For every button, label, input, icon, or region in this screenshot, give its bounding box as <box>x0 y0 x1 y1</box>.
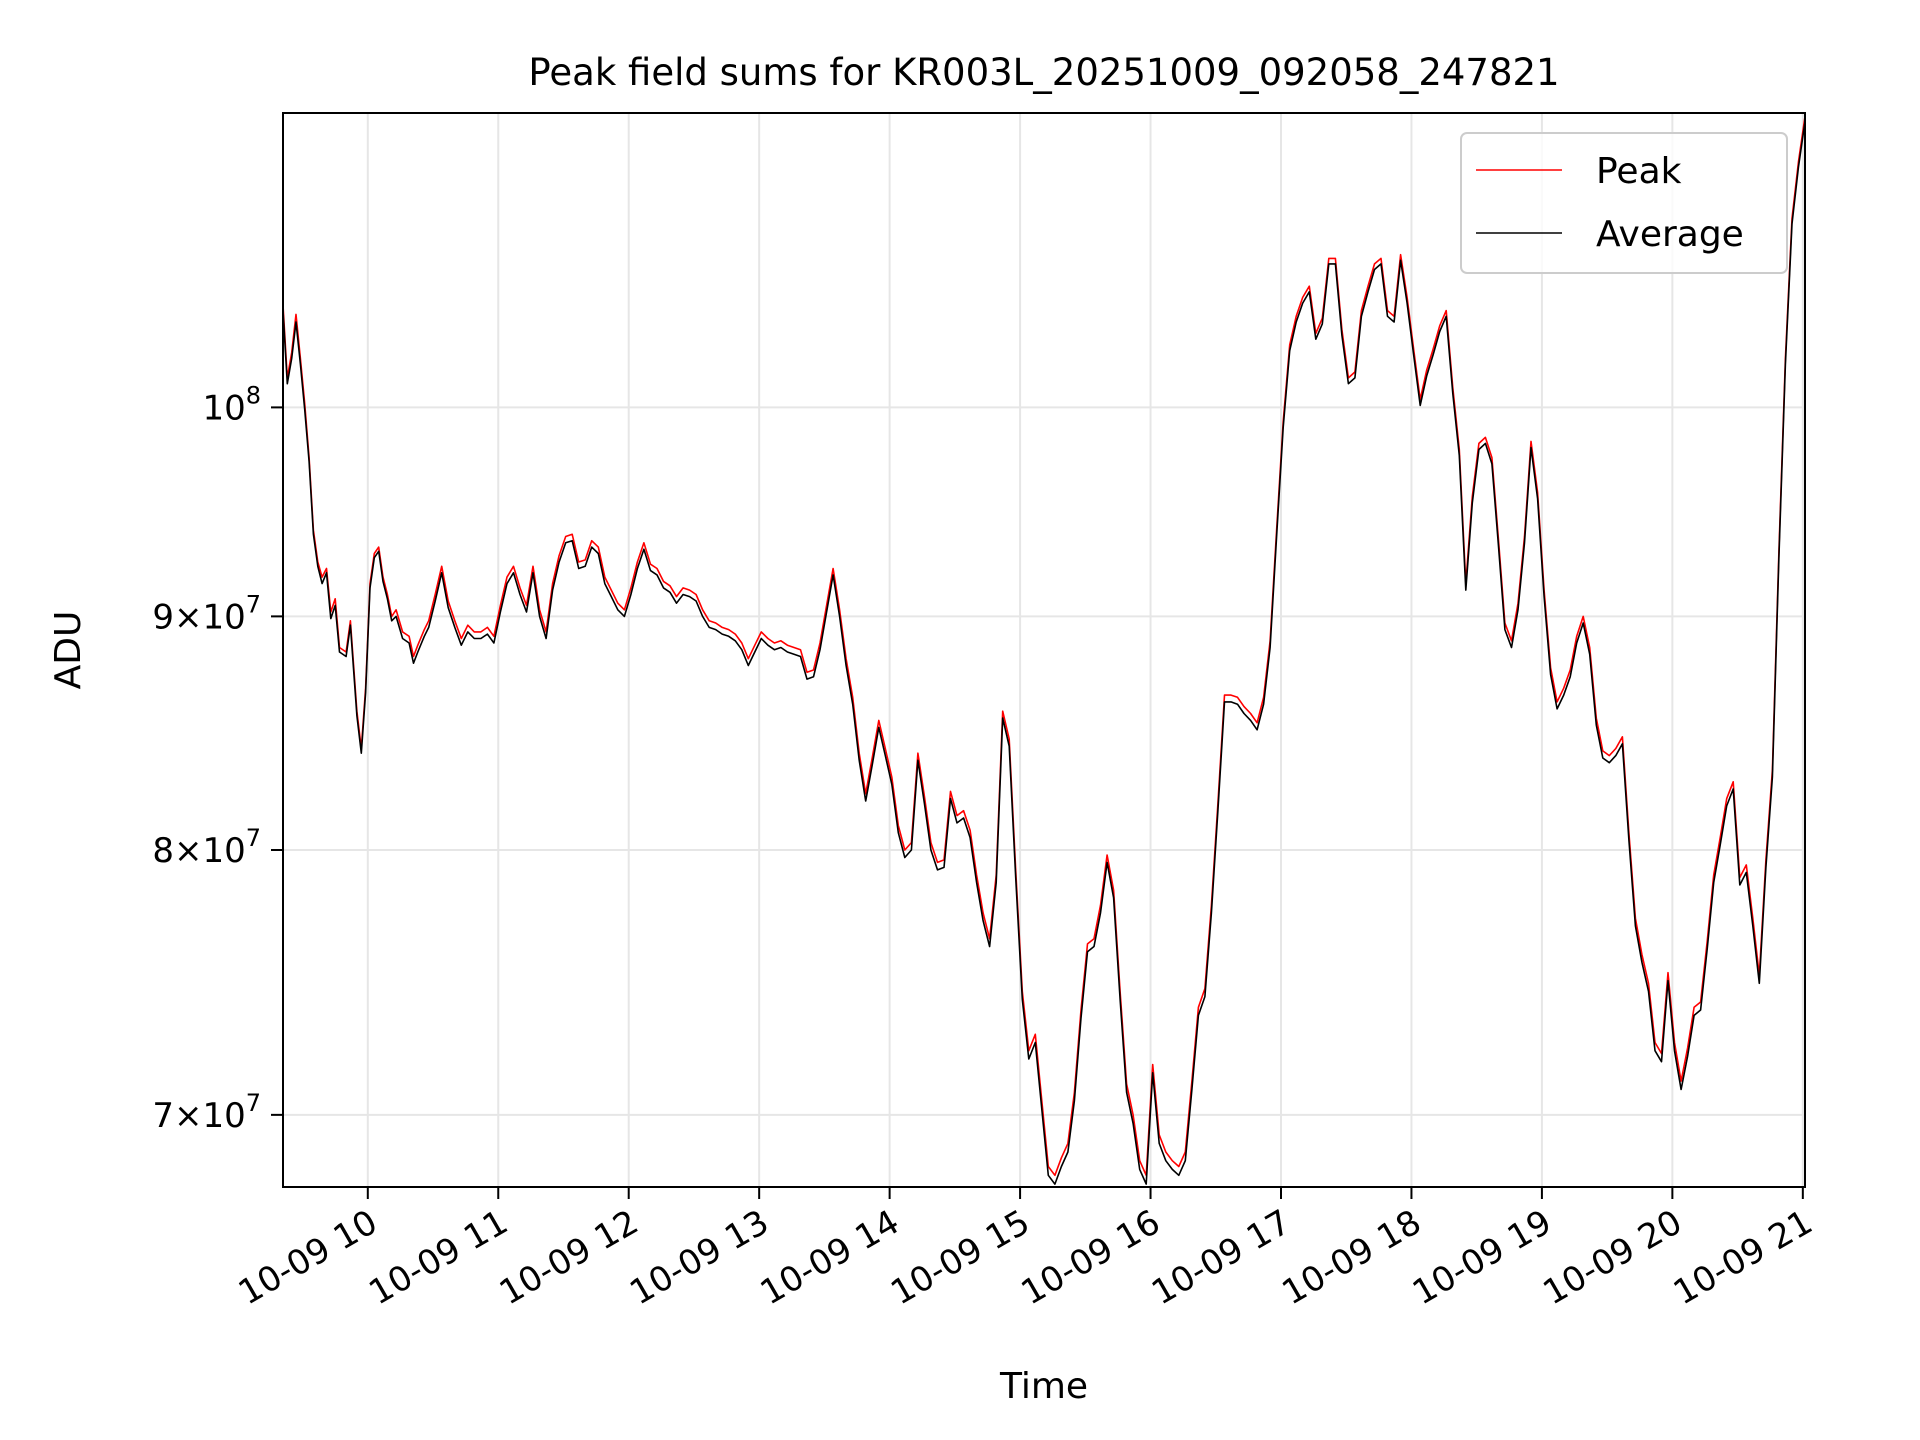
y-axis-label: ADU <box>48 611 89 690</box>
legend: Peak Average <box>1460 132 1788 274</box>
plot-frame <box>282 112 1806 1188</box>
legend-box <box>1460 132 1788 274</box>
series-line-average <box>282 121 1806 1185</box>
series-layer <box>282 116 1806 1185</box>
grid <box>283 113 1805 1187</box>
legend-label-peak: Peak <box>1596 151 1682 192</box>
y-tick-label: 8×107 <box>152 824 261 871</box>
chart-title: Peak field sums for KR003L_20251009_0920… <box>528 51 1559 94</box>
y-tick-label: 9×107 <box>152 590 261 637</box>
y-tick-label: 7×107 <box>152 1089 261 1136</box>
legend-label-average: Average <box>1596 214 1744 255</box>
x-axis-label: Time <box>999 1366 1088 1407</box>
